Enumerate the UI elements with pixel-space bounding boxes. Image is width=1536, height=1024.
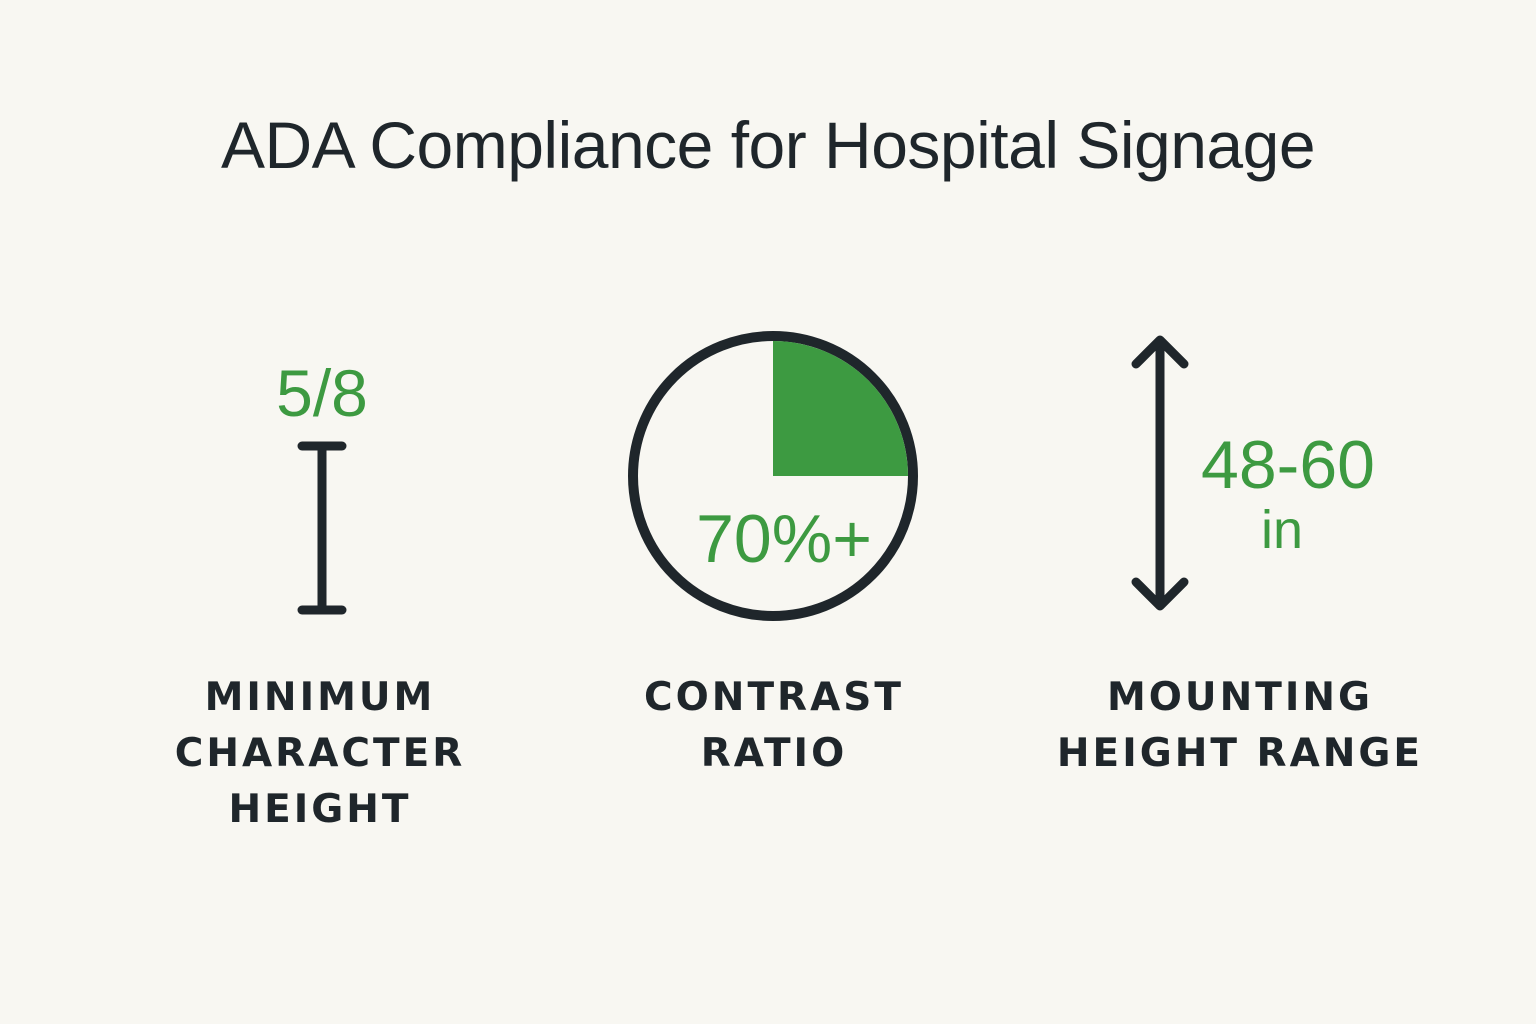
character-height-label: MINIMUM CHARACTER HEIGHT bbox=[160, 670, 480, 838]
label-line: HEIGHT RANGE bbox=[1056, 731, 1424, 776]
mounting-height-value: 48-60 bbox=[1201, 427, 1375, 503]
pie-outline bbox=[628, 331, 918, 621]
label-line: CHARACTER bbox=[174, 731, 466, 776]
mounting-height-label: MOUNTING HEIGHT RANGE bbox=[1050, 670, 1430, 782]
mounting-height-graphic: 48-60 in bbox=[1131, 335, 1375, 611]
label-line: MOUNTING bbox=[1106, 675, 1374, 720]
label-line: HEIGHT bbox=[228, 787, 412, 832]
pie-slice bbox=[773, 341, 908, 476]
contrast-label: CONTRAST RATIO bbox=[614, 670, 934, 782]
character-height-graphic: 5/8 bbox=[276, 356, 368, 615]
height-bar-icon bbox=[297, 441, 347, 615]
contrast-pie-icon bbox=[628, 331, 918, 621]
metric-mounting-height: 48-60 in MOUNTING HEIGHT RANGE bbox=[1050, 320, 1430, 860]
label-line: MINIMUM bbox=[204, 675, 436, 720]
metric-contrast: 70%+ CONTRAST RATIO bbox=[614, 320, 934, 860]
label-line: CONTRAST bbox=[644, 675, 904, 720]
contrast-value: 70%+ bbox=[696, 501, 872, 577]
metric-character-height: 5/8 MINIMUM CHARACTER HEIGHT bbox=[160, 320, 480, 860]
double-arrow-vertical-icon bbox=[1131, 335, 1189, 611]
label-line: RATIO bbox=[700, 731, 848, 776]
contrast-graphic: 70%+ bbox=[628, 331, 918, 621]
page-title: ADA Compliance for Hospital Signage bbox=[220, 108, 1316, 182]
character-height-value: 5/8 bbox=[276, 356, 368, 430]
mounting-height-unit: in bbox=[1261, 500, 1303, 560]
